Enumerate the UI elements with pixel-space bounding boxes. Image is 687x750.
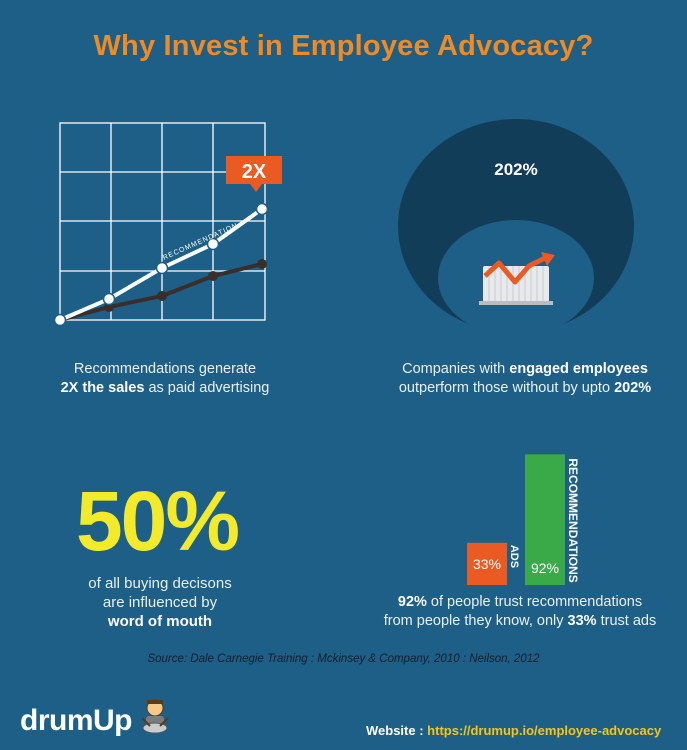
performance-value: 202%	[494, 160, 537, 179]
advertising-point	[208, 271, 218, 281]
performance-caption: Companies with engaged employees outperf…	[398, 361, 652, 396]
word-of-mouth-caption: of all buying decisons are influenced by…	[88, 575, 232, 630]
performance-donut: 202%	[398, 119, 634, 336]
trust-bar-chart: 33% 92% ADS RECOMMENDATIONS	[467, 454, 580, 585]
advertising-point	[257, 259, 267, 269]
chart-grid	[59, 122, 266, 321]
ads-label: ADS	[508, 545, 520, 568]
ads-bar	[467, 542, 507, 585]
advertising-point	[157, 291, 167, 301]
word-of-mouth-percentage: 50%	[75, 474, 240, 568]
recommendation-line-label: RECOMMENDATION	[162, 222, 239, 262]
recommendation-caption: Recommendations generate 2X the sales as…	[60, 361, 270, 396]
badge-2x-text: 2X	[242, 161, 267, 183]
trust-caption: 92% of people trust recommendations from…	[383, 594, 657, 629]
mascot-icon	[141, 699, 169, 734]
ads-value: 33%	[473, 556, 501, 572]
website-link[interactable]: Website : https://drumup.io/employee-adv…	[366, 723, 662, 738]
recommendations-bar	[525, 454, 565, 585]
recommendation-point	[155, 261, 169, 275]
page-title: Why Invest in Employee Advocacy?	[93, 30, 594, 62]
drumup-logo: drumUp	[20, 704, 133, 737]
recommendation-line-chart: RECOMMENDATION 2X	[53, 122, 282, 327]
source-note: Source: Dale Carnegie Training : Mckinse…	[147, 653, 540, 665]
recommendation-point	[53, 313, 67, 327]
recommendations-label: RECOMMENDATIONS	[566, 458, 580, 582]
recommendation-point	[102, 292, 116, 306]
trend-chart-icon	[479, 252, 555, 305]
recommendations-value: 92%	[531, 560, 559, 576]
recommendation-point	[206, 237, 220, 251]
badge-2x: 2X	[226, 156, 282, 192]
recommendation-point	[255, 202, 269, 216]
